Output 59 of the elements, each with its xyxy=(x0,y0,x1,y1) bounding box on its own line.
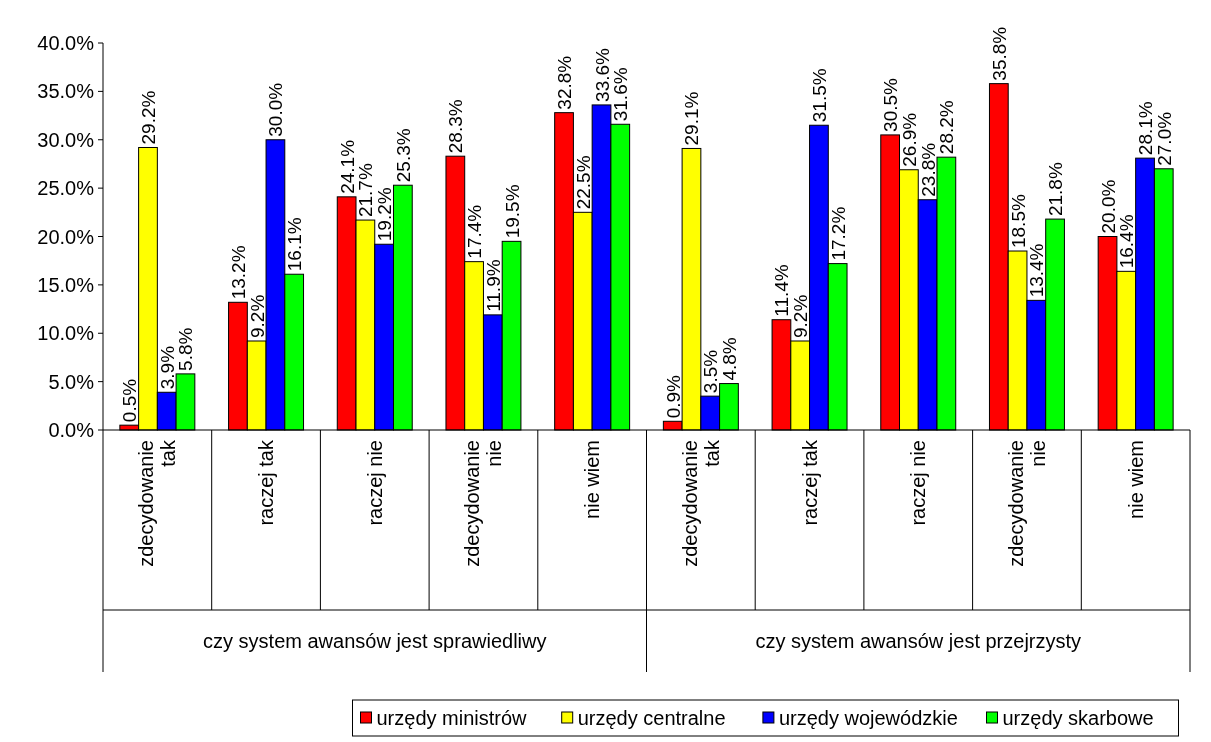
x-tick-label: raczej tak xyxy=(798,439,821,526)
y-tick-label: 40.0% xyxy=(37,32,95,54)
data-label: 19.2% xyxy=(374,187,396,242)
data-label: 21.7% xyxy=(355,163,377,218)
data-label: 33.6% xyxy=(591,47,613,102)
x-tick-label: nie wiem xyxy=(581,440,604,519)
y-tick-label: 5.0% xyxy=(48,370,95,393)
data-label: 23.8% xyxy=(917,142,939,197)
y-tick-label: 15.0% xyxy=(37,273,95,296)
y-tick-label: 35.0% xyxy=(37,80,95,103)
data-label: 9.2% xyxy=(246,294,268,338)
data-label: 31.5% xyxy=(808,68,830,123)
data-label: 29.1% xyxy=(681,91,703,146)
y-tick-label: 0.0% xyxy=(48,419,95,441)
x-tick-label: nie wiem xyxy=(1124,440,1147,519)
x-tick-label: raczej nie xyxy=(907,440,930,526)
data-label: 28.3% xyxy=(445,99,467,154)
y-tick-label: 30.0% xyxy=(37,128,95,151)
data-label: 24.1% xyxy=(336,139,358,194)
legend-label: urzędy ministrów xyxy=(376,707,528,729)
x-tick-label: zdecydowanie tak xyxy=(135,439,180,567)
data-label: 35.8% xyxy=(988,26,1010,81)
y-tick-label: 20.0% xyxy=(37,225,95,248)
data-label: 16.4% xyxy=(1116,214,1138,269)
data-label: 25.3% xyxy=(392,128,414,183)
data-label: 28.2% xyxy=(936,100,958,155)
legend-label: urzędy skarbowe xyxy=(1002,707,1154,729)
data-label: 13.4% xyxy=(1026,243,1048,298)
data-label: 13.2% xyxy=(227,245,249,300)
data-label: 11.9% xyxy=(482,259,504,312)
x-tick-label: zdecydowanie tak xyxy=(678,439,723,567)
x-tick-label: zdecydowanie nie xyxy=(1004,440,1049,567)
data-label: 31.6% xyxy=(610,67,632,122)
data-label: 11.4% xyxy=(771,264,793,317)
data-label: 20.0% xyxy=(1097,179,1119,234)
data-label: 29.2% xyxy=(137,90,159,145)
data-label: 16.1% xyxy=(284,217,306,272)
y-tick-label: 25.0% xyxy=(37,177,95,200)
x-tick-label: zdecydowanie nie xyxy=(461,440,506,567)
data-label: 0.9% xyxy=(662,374,684,419)
legend-label: urzędy centralne xyxy=(577,707,726,729)
data-label: 5.8% xyxy=(175,327,197,371)
data-label: 21.8% xyxy=(1045,162,1067,217)
text: czy system awansów jest sprawiedliwy xyxy=(203,630,547,652)
data-label: 17.2% xyxy=(827,206,849,261)
data-label: 30.0% xyxy=(265,82,287,137)
data-label: 19.5% xyxy=(501,184,523,239)
data-label: 9.2% xyxy=(790,294,812,338)
data-label: 32.8% xyxy=(554,55,576,110)
data-label: 22.5% xyxy=(572,155,594,210)
x-tick-label: raczej nie xyxy=(363,440,386,526)
data-label: 0.5% xyxy=(119,378,141,423)
data-label: 17.4% xyxy=(464,204,486,259)
data-label: 18.5% xyxy=(1007,194,1029,249)
data-label: 3.9% xyxy=(156,345,178,390)
text: czy system awansów jest przejrzysty xyxy=(755,630,1082,652)
x-tick-label: raczej tak xyxy=(255,439,278,526)
legend-label: urzędy wojewódzkie xyxy=(778,707,958,729)
y-tick-label: 10.0% xyxy=(37,322,95,345)
